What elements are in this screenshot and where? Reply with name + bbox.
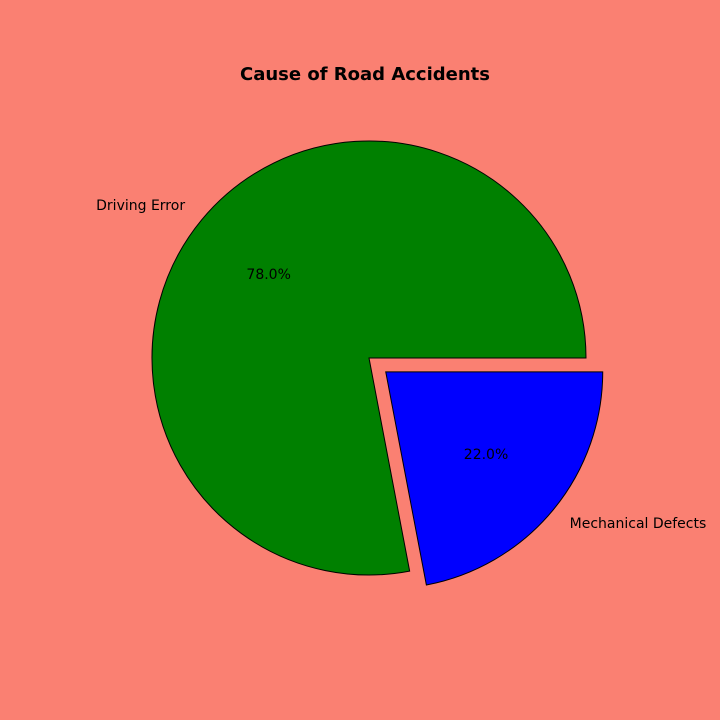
- percent-label: 22.0%: [464, 447, 508, 463]
- percent-label: 78.0%: [246, 267, 290, 283]
- chart-title: Cause of Road Accidents: [240, 64, 490, 85]
- category-label: Mechanical Defects: [570, 516, 707, 532]
- pie-labels: Driving Error 78.0% Mechanical Defects 22.0…: [96, 198, 706, 532]
- pie-slice-mechanical-defects: [385, 371, 604, 586]
- category-label: Driving Error: [96, 198, 185, 214]
- pie-slice-driving-error: [151, 140, 587, 576]
- pie-slices: [151, 140, 604, 586]
